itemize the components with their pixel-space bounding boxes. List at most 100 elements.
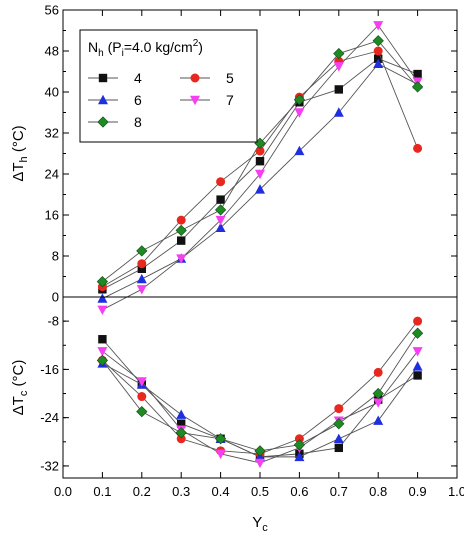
x-axis-label-sub: c: [262, 522, 268, 534]
data-point-hot-4: [413, 69, 422, 79]
data-point-hot-4: [137, 264, 146, 274]
data-point-hot-7: [294, 108, 305, 118]
data-point-hot-6: [255, 184, 265, 194]
legend-marker-5: [190, 73, 200, 83]
series-line-cold-6: [102, 362, 418, 458]
legend-title-rest: =4.0 kg/cm: [124, 39, 193, 55]
legend-marker-4: [98, 73, 108, 83]
data-point-cold-7: [412, 347, 423, 357]
data-point-hot-8: [372, 35, 384, 47]
data-point-cold-5: [334, 404, 344, 414]
y-tick-label-hot: 8: [52, 249, 59, 264]
x-axis-label: Yc: [252, 514, 268, 534]
data-point-hot-7: [255, 169, 265, 180]
legend-title-open: (P: [104, 39, 122, 55]
data-point-cold-7: [136, 377, 147, 387]
y-tick-label-hot: 48: [45, 44, 59, 59]
y-tick-label-hot: 56: [45, 3, 59, 18]
data-point-hot-4: [177, 236, 186, 245]
data-point-hot-5: [216, 177, 226, 187]
data-point-cold-6: [412, 361, 423, 371]
legend-marker-7: [190, 95, 200, 106]
legend-label-6: 6: [134, 92, 142, 108]
data-point-hot-5: [176, 215, 186, 225]
legend-box: [79, 29, 258, 143]
data-point-cold-8: [411, 327, 424, 339]
series-line-cold-5: [102, 320, 418, 455]
data-point-hot-8: [333, 47, 345, 60]
y-tick-label-hot: 0: [52, 290, 59, 305]
data-point-hot-4: [334, 85, 343, 94]
data-point-hot-6: [373, 58, 384, 69]
x-tick-label: 0.0: [54, 484, 72, 499]
data-point-hot-7: [333, 62, 344, 72]
data-point-hot-6: [294, 145, 305, 156]
data-point-hot-5: [413, 143, 423, 153]
legend-title: Nh (Pi=4.0 kg/cm2): [88, 38, 203, 59]
x-tick-label: 0.1: [93, 484, 111, 499]
y-tick-label-cold: -8: [47, 314, 59, 329]
data-point-hot-5: [255, 146, 265, 156]
data-point-cold-4: [413, 371, 422, 380]
legend-title-p-sub: i: [122, 48, 124, 59]
legend-title-close: ): [198, 39, 203, 55]
data-point-cold-4: [98, 335, 107, 344]
data-point-hot-6: [136, 273, 147, 284]
y-tick-label-hot: 32: [45, 126, 59, 141]
data-point-hot-6: [333, 107, 344, 117]
data-point-hot-7: [136, 285, 147, 295]
legend-title-sub: h: [98, 48, 104, 59]
data-point-hot-8: [96, 276, 109, 288]
x-tick-label: 0.8: [369, 484, 387, 499]
legend-marker-8: [97, 116, 109, 128]
data-point-hot-5: [137, 259, 147, 269]
data-point-cold-7: [97, 347, 108, 357]
x-axis-label-main: Y: [252, 514, 262, 531]
data-point-cold-7: [215, 449, 226, 460]
data-point-cold-6: [333, 433, 344, 443]
y-tick-label-cold: -24: [40, 410, 59, 425]
legend-label-5: 5: [226, 70, 234, 86]
data-point-cold-6: [176, 409, 187, 419]
x-tick-label: 0.5: [251, 484, 269, 499]
y-tick-label-hot: 16: [45, 208, 59, 223]
y-axis-label-main: ΔT: [10, 396, 27, 415]
data-point-cold-8: [175, 427, 187, 439]
data-point-hot-8: [136, 245, 148, 257]
y-tick-label-cold: -32: [40, 458, 59, 473]
data-point-cold-8: [214, 433, 227, 445]
data-point-hot-4: [216, 195, 225, 204]
data-point-hot-7: [215, 215, 226, 226]
y-axis-label-main: ΔT: [10, 162, 27, 181]
y-tick-label-hot: 40: [45, 85, 59, 100]
y-axis-label-sub: h: [18, 156, 30, 162]
data-point-cold-8: [333, 418, 345, 430]
data-point-hot-4: [255, 156, 265, 166]
x-tick-label: 0.3: [172, 484, 190, 499]
y-tick-label-cold: -16: [40, 362, 59, 377]
data-point-cold-5: [373, 367, 383, 377]
data-point-cold-8: [254, 445, 266, 457]
data-point-hot-7: [373, 21, 384, 31]
y-axis-label-unit: (°C): [10, 360, 27, 391]
data-point-hot-6: [97, 293, 108, 303]
y-axis-label-sub: c: [18, 390, 30, 396]
y-tick-label-hot: 24: [45, 167, 59, 182]
data-point-cold-7: [373, 398, 384, 408]
data-point-cold-8: [372, 387, 384, 400]
x-tick-label: 1.0: [448, 484, 464, 499]
data-point-cold-8: [293, 439, 306, 451]
data-point-cold-5: [176, 434, 186, 444]
legend-title-sup: 2: [193, 38, 199, 49]
data-point-cold-4: [334, 443, 343, 453]
data-point-hot-8: [411, 81, 424, 93]
y-axis-label-hot: ΔTh (°C): [10, 125, 30, 181]
legend-label-4: 4: [134, 70, 142, 86]
data-point-cold-6: [373, 415, 384, 425]
data-point-hot-8: [293, 94, 306, 106]
legend-label-7: 7: [226, 92, 234, 108]
legend-label-8: 8: [134, 114, 142, 130]
data-point-hot-8: [214, 204, 227, 216]
x-tick-label: 0.7: [330, 484, 348, 499]
data-point-hot-6: [215, 222, 226, 233]
